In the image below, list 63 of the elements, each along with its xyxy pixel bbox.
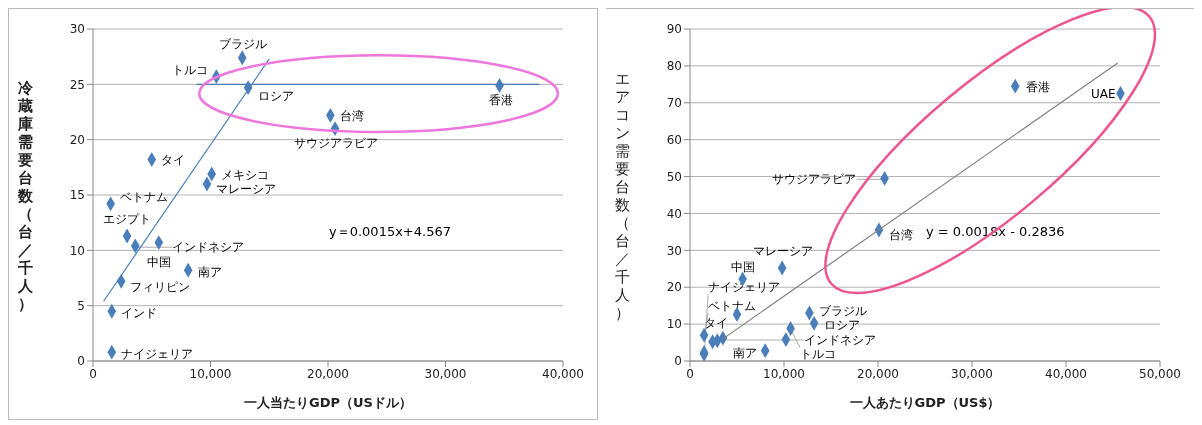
annotation: ロシア — [823, 318, 860, 333]
annotation: ブラジル — [818, 303, 867, 318]
annotation: エジプト — [103, 212, 152, 227]
x-tick-label: 10,000 — [189, 366, 232, 381]
annotation: 南ア — [732, 345, 757, 360]
y-tick-label: 60 — [666, 132, 682, 147]
x-tick-label: 40,000 — [1045, 366, 1087, 381]
annotation: サウジアラビア — [772, 172, 857, 187]
annotation: 香港 — [1025, 79, 1050, 94]
y-tick-label: 90 — [666, 22, 682, 37]
text: 冷蔵庫需要台数（台／千人） — [17, 79, 33, 313]
y-tick-label: 25 — [69, 77, 85, 92]
y-tick-label: 80 — [666, 59, 682, 74]
annotation: 香港 — [489, 92, 514, 107]
text: エアコン需要台数（台／千人） — [614, 70, 630, 322]
x-axis-title: 一人当たりGDP（USドル） — [244, 395, 412, 410]
y-tick-label: 10 — [666, 317, 682, 332]
annotation: ロシア — [257, 89, 294, 104]
x-tick-label: 40,000 — [542, 366, 584, 381]
annotation: ナイジェリア — [708, 280, 781, 295]
x-tick-label: 20,000 — [307, 366, 349, 381]
annotation: タイ — [704, 316, 729, 331]
y-tick-label: 20 — [666, 280, 682, 295]
y-tick-label: 20 — [69, 132, 85, 147]
annotation: ベトナム — [119, 189, 168, 204]
annotation: ナイジェリア — [120, 347, 193, 362]
annotation: インドネシア — [804, 332, 877, 347]
y-tick-label: 0 — [77, 354, 85, 369]
x-tick-label: 0 — [89, 366, 97, 381]
x-tick-label: 50,000 — [1139, 366, 1181, 381]
y-tick-label: 0 — [674, 354, 682, 369]
annotation: 南ア — [197, 264, 222, 279]
y-tick-label: 30 — [666, 243, 682, 258]
annotation: インド — [120, 305, 157, 320]
x-tick-label: 10,000 — [763, 366, 805, 381]
annotation: 中国 — [730, 259, 755, 274]
annotation: 台湾 — [888, 228, 913, 243]
y-tick-label: 40 — [666, 206, 682, 221]
x-axis-title: 一人あたりGDP（US$） — [849, 395, 1001, 410]
y-tick-label: 50 — [666, 169, 682, 184]
annotation: メキシコ — [221, 167, 270, 182]
y-tick-label: 30 — [69, 22, 85, 37]
annotation: マレーシア — [752, 244, 813, 259]
annotation: サウジアラビア — [294, 136, 379, 151]
annotation: トルコ — [800, 347, 837, 362]
annotation: ブラジル — [218, 36, 267, 51]
annotation: マレーシア — [216, 181, 277, 196]
y-tick-label: 5 — [77, 298, 85, 313]
annotation: フィリピン — [130, 279, 191, 294]
x-tick-label: 0 — [686, 366, 694, 381]
annotation: 台湾 — [340, 108, 365, 123]
y-tick-label: 70 — [666, 96, 682, 111]
annotation: タイ — [161, 153, 185, 168]
annotation: UAE — [1091, 86, 1116, 101]
x-tick-label: 30,000 — [424, 366, 467, 381]
annotation: y＝0.0015x+4.567 — [329, 224, 451, 240]
annotation: トルコ — [171, 62, 208, 77]
annotation: 中国 — [147, 254, 172, 269]
x-tick-label: 20,000 — [857, 366, 899, 381]
annotation: インドネシア — [172, 240, 245, 255]
y-tick-label: 15 — [69, 188, 85, 203]
x-tick-label: 30,000 — [951, 366, 993, 381]
y-tick-label: 10 — [69, 243, 85, 258]
